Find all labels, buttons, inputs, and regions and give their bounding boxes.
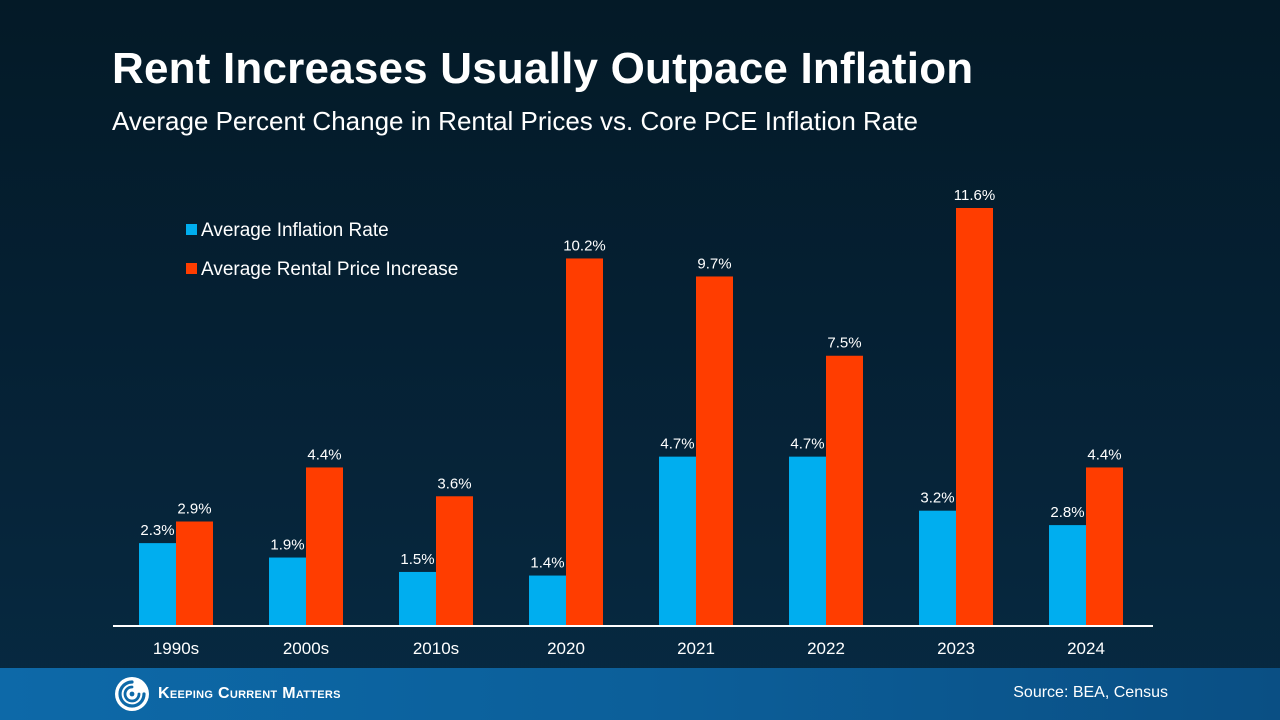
rental-data-label: 7.5%	[827, 335, 861, 352]
inflation-data-label: 1.4%	[530, 555, 564, 572]
inflation-bar	[139, 543, 176, 626]
x-tick-label: 2021	[677, 639, 715, 658]
rental-bar	[306, 467, 343, 626]
rental-bar	[956, 208, 993, 626]
x-tick-label: 2010s	[413, 639, 459, 658]
chart-title: Rent Increases Usually Outpace Inflation	[112, 44, 974, 93]
inflation-bar	[1049, 525, 1086, 626]
inflation-bar	[399, 571, 436, 626]
rental-data-label: 10.2%	[563, 237, 606, 254]
inflation-data-label: 1.5%	[400, 551, 434, 568]
inflation-bar	[659, 456, 696, 626]
x-tick-label: 2000s	[283, 639, 329, 658]
x-tick-label: 2023	[937, 639, 975, 658]
inflation-bar	[789, 456, 826, 626]
bar-chart: 2.3%2.9% 1990s 1.9% 4.4% 2000s 1.5% 3.6% 2010s 1…	[139, 187, 1123, 658]
x-tick-label: 2024	[1067, 639, 1105, 658]
x-tick-label: 1990s	[153, 639, 199, 658]
rental-bar	[696, 276, 733, 626]
rental-data-label: 4.4%	[307, 446, 341, 463]
legend-swatch	[186, 263, 197, 274]
inflation-data-label: 2.3%	[140, 522, 174, 539]
chart-subtitle: Average Percent Change in Rental Prices …	[112, 106, 918, 136]
rental-bar	[1086, 467, 1123, 626]
inflation-data-label: 4.7%	[790, 436, 824, 453]
brand-logo: Keeping Current Matters	[114, 676, 341, 712]
rental-data-label: 4.4%	[1087, 446, 1121, 463]
legend-label: Average Inflation Rate	[201, 220, 389, 241]
footer-bar: Keeping Current Matters Source: BEA, Cen…	[0, 668, 1280, 720]
brand-name: Keeping Current Matters	[158, 685, 341, 702]
legend-swatch	[186, 224, 197, 235]
rental-data-label: 2.9%	[177, 501, 211, 518]
rental-data-label: 3.6%	[437, 475, 471, 492]
inflation-bar	[529, 575, 566, 626]
inflation-data-label: 2.8%	[1050, 504, 1084, 521]
inflation-data-label: 3.2%	[920, 490, 954, 507]
inflation-data-label: 4.7%	[660, 436, 694, 453]
rental-data-label: 9.7%	[697, 255, 731, 272]
x-tick-label: 2020	[547, 639, 585, 658]
rental-bar	[436, 496, 473, 626]
rental-bar	[826, 355, 863, 626]
inflation-bar	[919, 510, 956, 626]
rental-data-label: 11.6%	[954, 187, 995, 204]
x-tick-label: 2022	[807, 639, 845, 658]
inflation-data-label: 1.9%	[270, 537, 304, 554]
legend-label: Average Rental Price Increase	[201, 259, 458, 280]
inflation-bar	[269, 557, 306, 626]
source-note: Source: BEA, Census	[1013, 684, 1168, 701]
rental-bar	[176, 521, 213, 626]
rental-bar	[566, 258, 603, 626]
swirl-logo-icon	[115, 677, 149, 711]
